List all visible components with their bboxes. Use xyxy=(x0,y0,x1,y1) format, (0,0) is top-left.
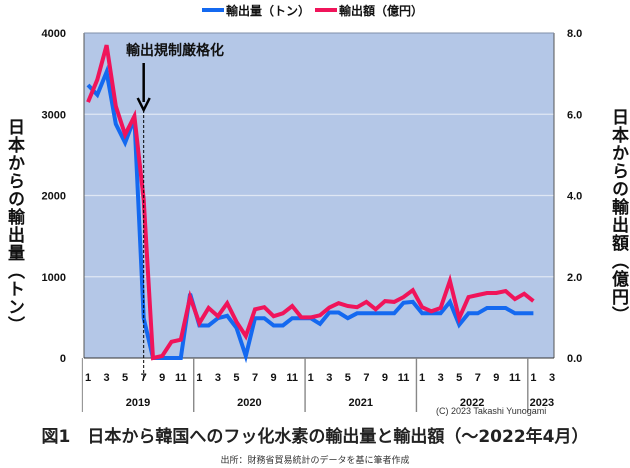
x-month-tick: 7 xyxy=(363,372,369,384)
series-line xyxy=(86,44,535,361)
x-year-label: 2022 xyxy=(460,397,484,409)
gridlines xyxy=(84,113,554,278)
x-month-tick: 1 xyxy=(419,372,425,384)
x-month-tick: 1 xyxy=(196,372,202,384)
y-axis-right: 0.0 2.0 4.0 6.0 8.0 xyxy=(567,28,582,365)
legend-label: 輸出額（億円） xyxy=(339,3,423,18)
x-month-tick: 1 xyxy=(530,372,536,384)
x-month-tick: 11 xyxy=(398,372,410,384)
x-year-label: 2020 xyxy=(237,397,261,409)
y-right-tick: 2.0 xyxy=(567,272,582,284)
annotation-arrow xyxy=(136,63,151,378)
x-month-tick: 9 xyxy=(493,372,499,384)
y-right-tick: 6.0 xyxy=(567,109,582,121)
x-month-tick: 5 xyxy=(345,372,351,384)
x-month-tick: 11 xyxy=(286,372,298,384)
x-month-tick: 11 xyxy=(509,372,521,384)
x-month-tick: 7 xyxy=(475,372,481,384)
x-month-tick: 1 xyxy=(308,372,314,384)
legend-label: 輸出量（トン） xyxy=(226,3,310,18)
series-lines xyxy=(86,44,535,364)
x-month-tick: 3 xyxy=(549,372,555,384)
x-month-tick: 3 xyxy=(438,372,444,384)
figure-title: 図1 日本から韓国へのフッ化水素の輸出量と輸出額（～2022年4月） xyxy=(41,427,589,447)
y-left-tick: 1000 xyxy=(42,272,66,284)
x-month-tick: 9 xyxy=(271,372,277,384)
x-month-tick: 11 xyxy=(175,372,187,384)
x-month-tick: 3 xyxy=(103,372,109,384)
x-month-tick: 3 xyxy=(215,372,221,384)
y-left-tick: 3000 xyxy=(42,109,66,121)
x-month-tick: 5 xyxy=(456,372,462,384)
x-year-label: 2019 xyxy=(126,397,150,409)
x-month-tick: 5 xyxy=(122,372,128,384)
source-note: 出所：財務省貿易統計のデータを基に筆者作成 xyxy=(220,456,410,466)
y-left-tick: 0 xyxy=(60,353,66,365)
y-right-tick: 4.0 xyxy=(567,191,582,203)
x-month-tick: 7 xyxy=(252,372,258,384)
x-month-tick: 9 xyxy=(382,372,388,384)
y-left-tick: 2000 xyxy=(42,191,66,203)
legend: 輸出量（トン） 輸出額（億円） xyxy=(202,3,423,18)
y-right-tick: 8.0 xyxy=(567,28,582,40)
y-axis-left-label: 日本からの輸出量（トン） xyxy=(4,118,24,334)
x-month-tick: 5 xyxy=(233,372,239,384)
y-right-tick: 0.0 xyxy=(567,353,582,365)
x-axis: 1357911201913579112020135791120211357911… xyxy=(81,358,555,412)
x-year-label: 2021 xyxy=(349,397,373,409)
copyright-note: (C) 2023 Takashi Yunogami xyxy=(436,406,547,416)
x-month-tick: 1 xyxy=(85,372,91,384)
x-year-label: 2023 xyxy=(530,397,554,409)
annotation-label: 輸出規制厳格化 xyxy=(126,43,224,59)
x-month-tick: 3 xyxy=(326,372,332,384)
y-axis-right-label: 日本からの輸出額（億円） xyxy=(608,108,628,324)
y-axis-left: 0 1000 2000 3000 4000 xyxy=(42,28,66,365)
x-month-tick: 9 xyxy=(159,372,165,384)
y-left-tick: 4000 xyxy=(42,28,66,40)
